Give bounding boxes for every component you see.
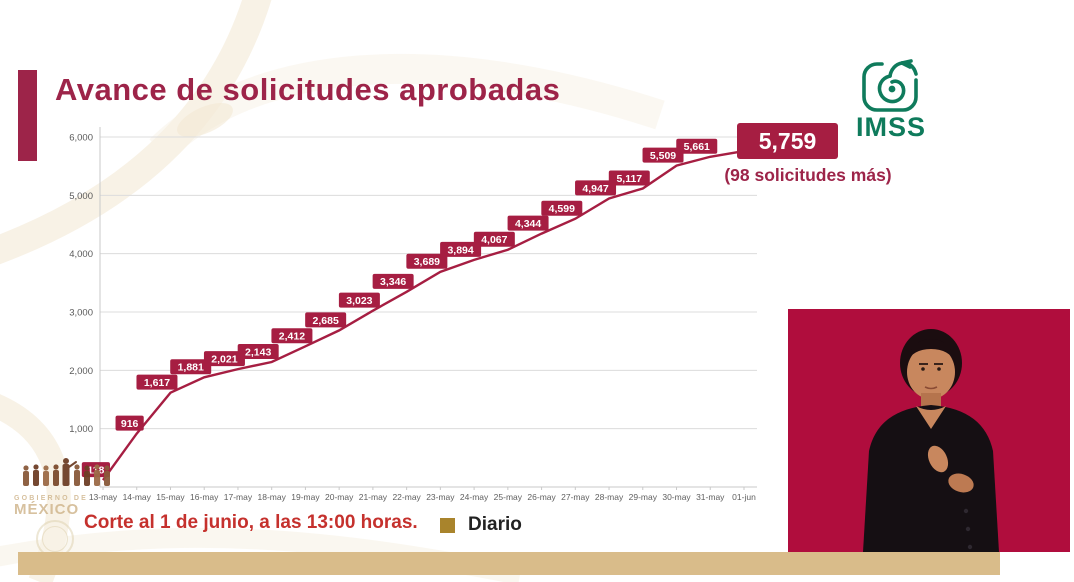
imss-eagle-icon xyxy=(862,59,918,112)
x-axis-label: 01-jun xyxy=(732,492,756,502)
data-point-label-box xyxy=(136,374,178,390)
y-axis-label: 4,000 xyxy=(69,249,93,260)
x-axis-label: 17-may xyxy=(224,492,253,502)
x-axis-label: 22-may xyxy=(392,492,421,502)
data-point-label: 2,021 xyxy=(211,354,237,366)
imss-logo-text: IMSS xyxy=(855,112,926,142)
data-point-label: 2,412 xyxy=(279,331,305,343)
data-point-label: 4,599 xyxy=(549,203,575,215)
watermark-line2: MÉXICO xyxy=(14,501,80,518)
data-point-label-box xyxy=(575,180,617,196)
page-title: Avance de solicitudes aprobadas xyxy=(55,72,561,107)
data-point-label-box xyxy=(271,328,313,344)
data-point-label-box xyxy=(642,147,684,163)
historic-figures-icon xyxy=(23,458,110,486)
data-point-label: 2,143 xyxy=(245,346,271,358)
data-point-label: 5,117 xyxy=(616,173,642,185)
x-axis-label: 21-may xyxy=(359,492,388,502)
data-line xyxy=(102,149,745,481)
data-point-label-box xyxy=(338,292,380,308)
x-axis-label: 14-may xyxy=(123,492,152,502)
x-axis-label: 24-may xyxy=(460,492,489,502)
data-point-label: 5,509 xyxy=(650,150,676,162)
y-axis-label: 1,000 xyxy=(69,424,93,435)
x-axis-label: 30-may xyxy=(662,492,691,502)
x-axis-label: 19-may xyxy=(291,492,320,502)
y-axis-label: 5,000 xyxy=(69,191,93,202)
data-point-label-box xyxy=(541,200,583,216)
data-point-label: 3,689 xyxy=(414,256,440,268)
gobierno-de-mexico-watermark: GOBIERNO DE MÉXICO xyxy=(14,455,130,558)
data-point-label: 916 xyxy=(121,418,139,430)
latest-value-callout: 5,759 xyxy=(737,123,838,159)
bottom-accent-bar xyxy=(18,552,1000,575)
data-point-label-box xyxy=(507,215,549,231)
data-point-label-box xyxy=(170,359,212,375)
y-axis-label: 6,000 xyxy=(69,133,93,144)
x-axis-label: 27-may xyxy=(561,492,590,502)
data-point-label: 1,881 xyxy=(178,362,204,374)
x-axis-label: 13-may xyxy=(89,492,118,502)
y-axis-label: 3,000 xyxy=(69,308,93,319)
cutoff-date-note: Corte al 1 de junio, a las 13:00 horas. xyxy=(84,512,418,533)
legend-swatch xyxy=(440,517,455,533)
y-axis-label: 2,000 xyxy=(69,366,93,377)
data-point-label: 3,346 xyxy=(380,276,406,288)
data-point-label-box xyxy=(406,253,448,269)
watermark-line1: GOBIERNO DE xyxy=(14,495,88,502)
data-point-label: 3,023 xyxy=(346,295,372,307)
chart-legend: Diario xyxy=(440,514,522,536)
x-axis-label: 25-may xyxy=(494,492,523,502)
data-point-label-box xyxy=(115,415,144,431)
data-point-label-box xyxy=(440,241,482,257)
x-axis-label: 29-may xyxy=(629,492,658,502)
imss-logo: IMSS xyxy=(843,58,939,143)
data-point-label-box xyxy=(305,312,347,328)
data-point-label: 3,894 xyxy=(447,244,473,256)
x-axis-label: 31-may xyxy=(696,492,725,502)
data-point-label: 4,947 xyxy=(582,183,608,195)
title-accent-bar xyxy=(18,70,37,161)
data-point-label-box xyxy=(203,351,245,367)
data-point-label-box xyxy=(473,231,515,247)
data-point-label-box xyxy=(608,170,650,186)
data-point-label: 4,067 xyxy=(481,234,507,246)
sign-language-interpreter-video xyxy=(788,309,1070,552)
x-axis-label: 20-may xyxy=(325,492,354,502)
x-axis-label: 28-may xyxy=(595,492,624,502)
x-axis-label: 16-may xyxy=(190,492,219,502)
x-axis-label: 23-may xyxy=(426,492,455,502)
data-point-label-box xyxy=(237,343,279,359)
daily-increase-note: (98 solicitudes más) xyxy=(724,165,892,185)
data-point-label: 4,344 xyxy=(515,218,541,230)
x-axis-label: 15-may xyxy=(156,492,185,502)
data-point-label: 5,661 xyxy=(684,141,710,153)
data-point-label-box xyxy=(372,273,414,289)
x-axis-label: 18-may xyxy=(258,492,287,502)
legend-label: Diario xyxy=(468,514,522,535)
data-point-label-box xyxy=(676,138,718,154)
data-point-label: 2,685 xyxy=(313,315,339,327)
data-point-label: 1,617 xyxy=(144,377,170,389)
interpreter-person-illustration xyxy=(863,329,999,552)
x-axis-label: 26-may xyxy=(527,492,556,502)
